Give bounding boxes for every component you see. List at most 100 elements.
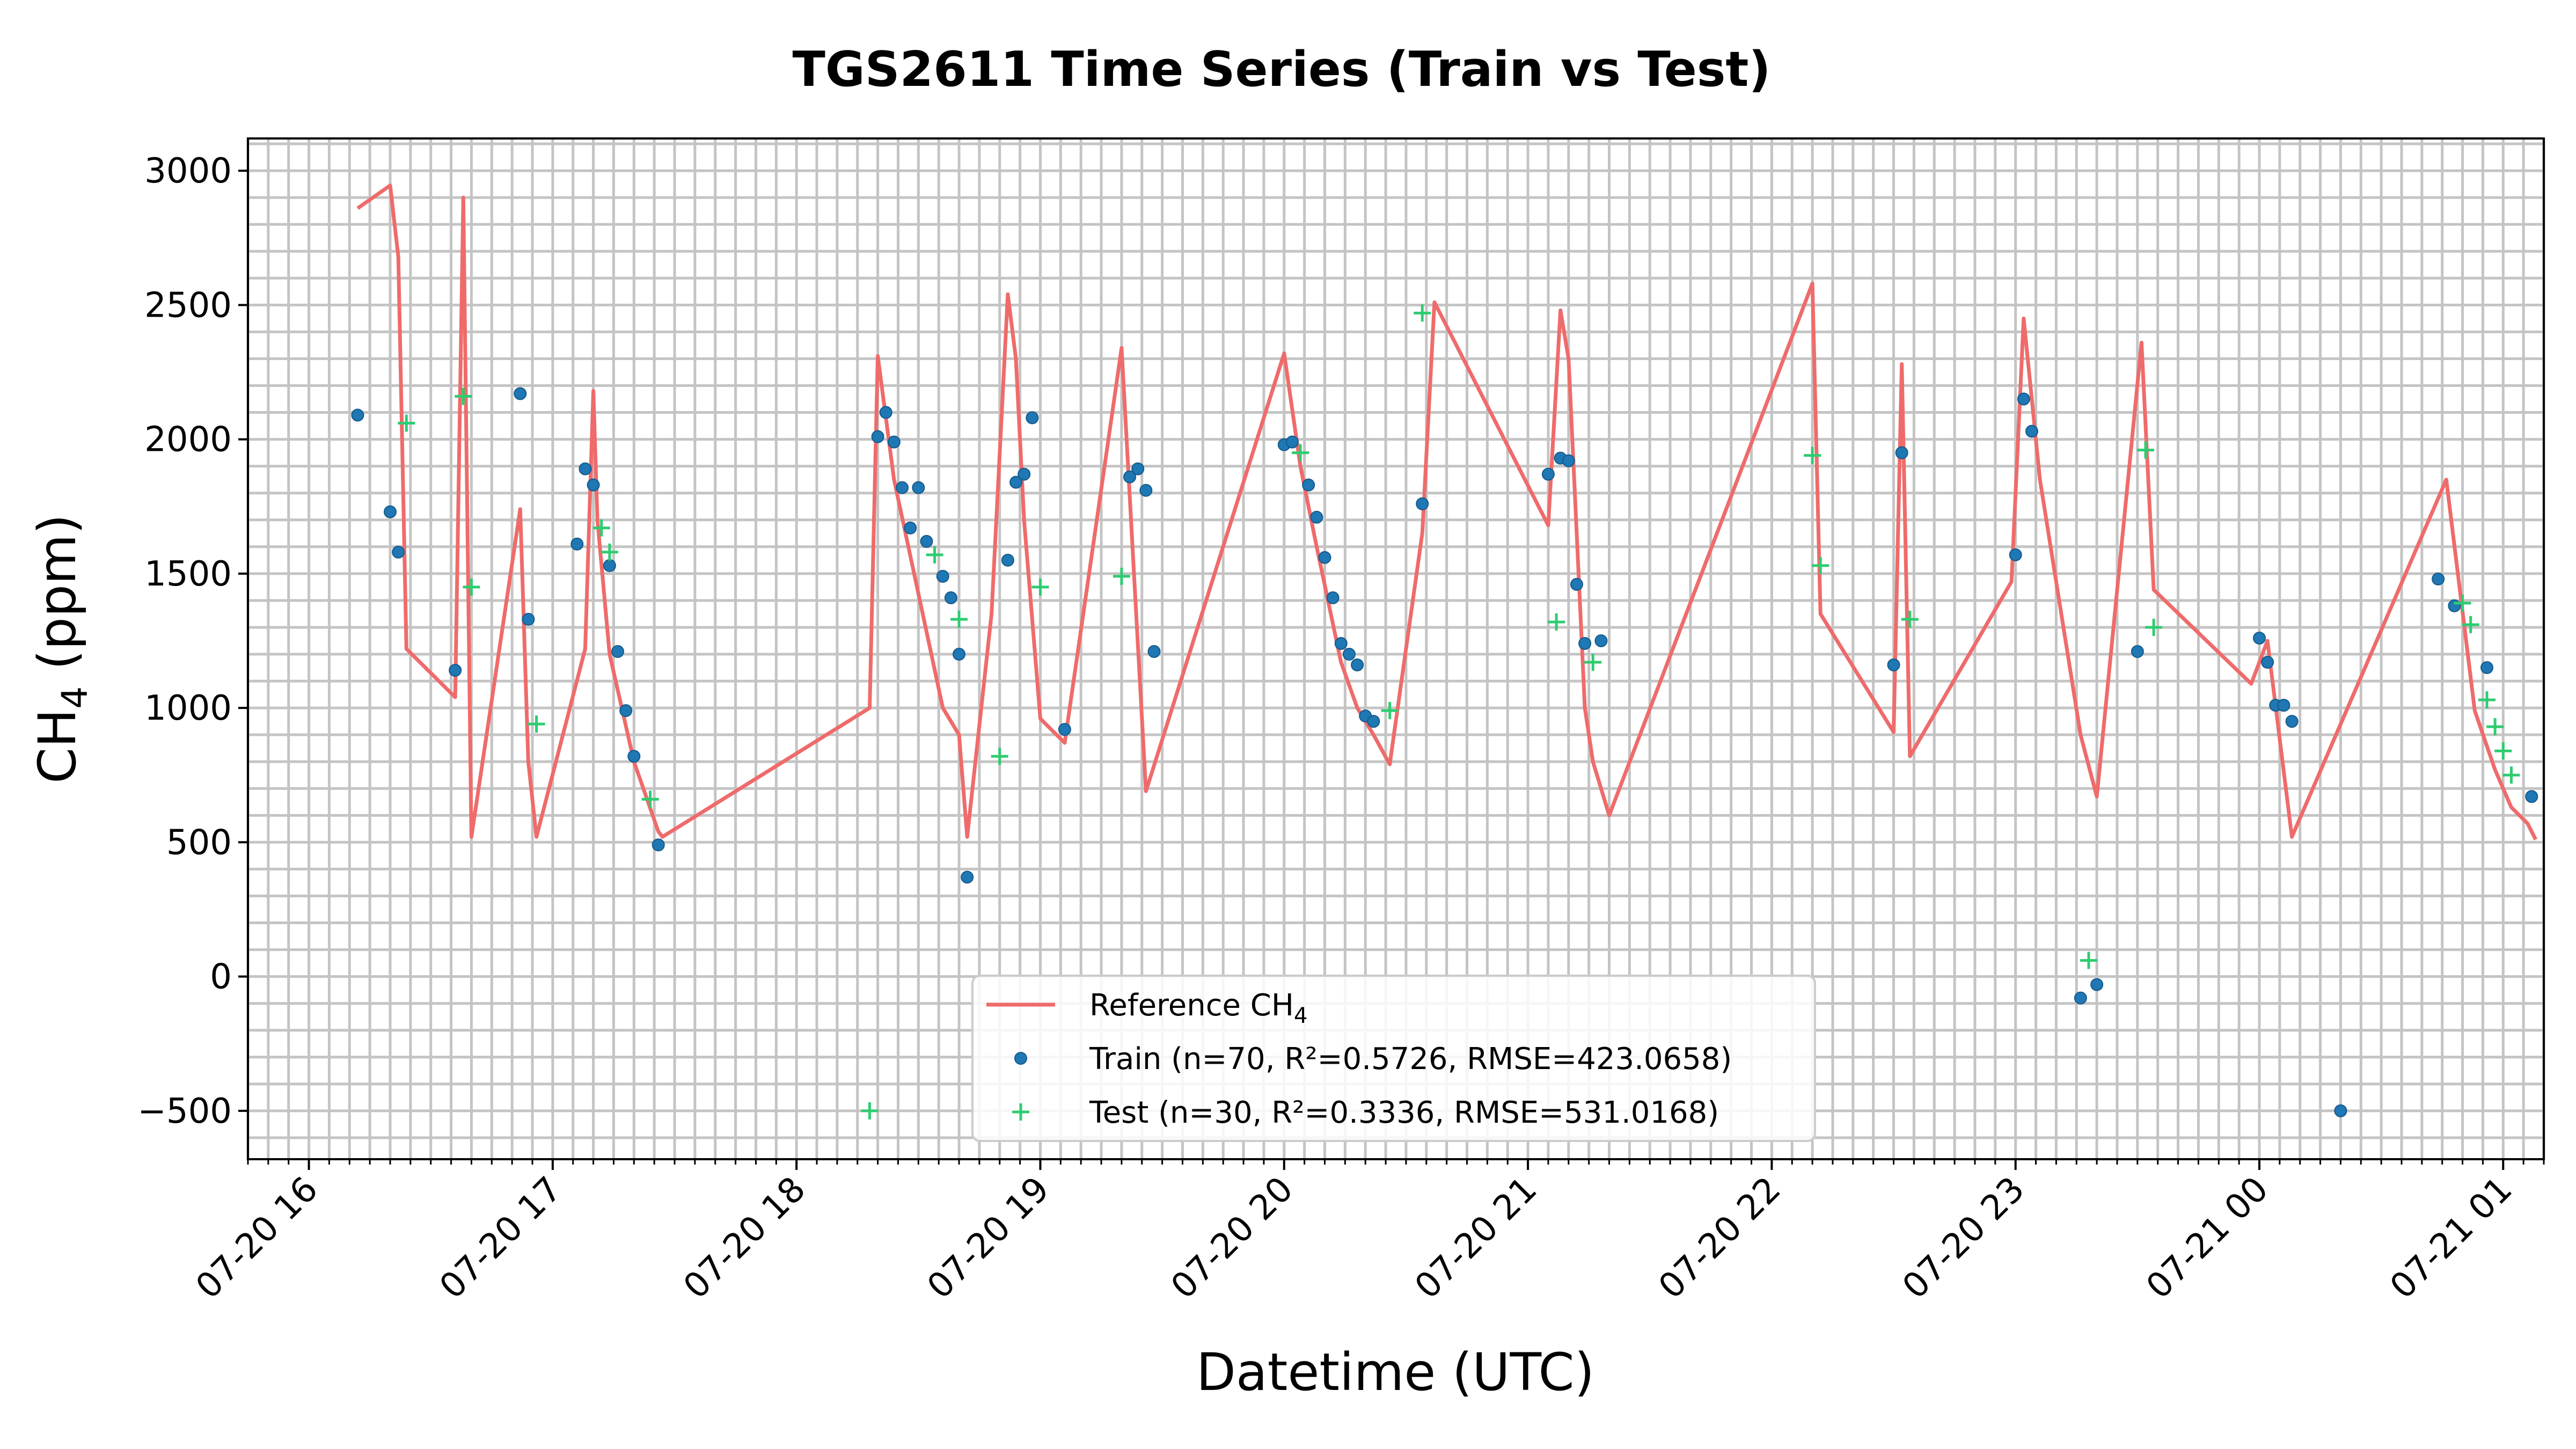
train-point bbox=[1001, 553, 1014, 567]
train-point bbox=[351, 408, 364, 422]
y-tick-label: 1500 bbox=[144, 554, 232, 594]
train-point bbox=[1594, 634, 1608, 647]
test-point bbox=[1584, 654, 1602, 671]
train-point bbox=[2277, 699, 2290, 712]
test-point bbox=[398, 414, 415, 432]
train-point bbox=[2480, 661, 2493, 675]
train-point bbox=[2025, 425, 2038, 438]
y-tick-label: 2500 bbox=[144, 286, 232, 325]
train-point bbox=[1895, 446, 1908, 459]
test-series bbox=[398, 304, 2520, 1119]
train-point bbox=[1018, 467, 1031, 481]
train-point bbox=[2090, 978, 2104, 991]
test-point bbox=[2454, 594, 2471, 612]
test-point bbox=[1381, 702, 1399, 720]
train-point bbox=[904, 521, 917, 535]
train-point bbox=[1578, 636, 1592, 650]
train-point bbox=[896, 481, 909, 494]
test-point bbox=[463, 578, 480, 596]
y-tick-label: 1000 bbox=[144, 689, 232, 728]
legend: Reference CH4 Train (n=70, R²=0.5726, RM… bbox=[971, 975, 1816, 1142]
train-series bbox=[351, 387, 2538, 1117]
train-point bbox=[2432, 572, 2445, 586]
train-point bbox=[603, 559, 616, 572]
test-point bbox=[528, 715, 545, 733]
train-point bbox=[2009, 548, 2022, 561]
train-point bbox=[920, 535, 933, 548]
test-point bbox=[2478, 691, 2496, 709]
test-point bbox=[2136, 441, 2154, 459]
train-point bbox=[2334, 1104, 2347, 1117]
train-point bbox=[587, 478, 600, 492]
train-point bbox=[1416, 497, 1429, 510]
test-point bbox=[926, 546, 943, 564]
y-axis-label-subscript: 4 bbox=[54, 686, 96, 709]
train-point bbox=[944, 591, 957, 604]
y-tick-label: 500 bbox=[166, 823, 232, 862]
train-point bbox=[936, 569, 949, 583]
legend-reference-label: Reference CH4 bbox=[1089, 988, 1307, 1028]
test-point bbox=[950, 610, 968, 628]
train-point bbox=[2525, 790, 2538, 803]
test-point bbox=[2494, 742, 2512, 760]
train-point bbox=[1367, 715, 1380, 728]
test-point bbox=[1292, 444, 1309, 462]
legend-train-label: Train (n=70, R²=0.5726, RMSE=423.0658) bbox=[1089, 1042, 1732, 1077]
test-point bbox=[1901, 610, 1919, 628]
train-point bbox=[514, 387, 527, 400]
train-point bbox=[1131, 462, 1145, 475]
train-point bbox=[611, 645, 625, 658]
test-point bbox=[455, 387, 472, 405]
test-point bbox=[861, 1102, 879, 1119]
legend-train-swatch bbox=[1014, 1052, 1027, 1065]
train-point bbox=[1318, 551, 1331, 564]
train-point bbox=[449, 664, 462, 677]
y-tick-label: −500 bbox=[137, 1092, 232, 1131]
train-point bbox=[1009, 475, 1023, 489]
train-point bbox=[2017, 392, 2030, 406]
test-point bbox=[2486, 718, 2504, 736]
train-point bbox=[652, 838, 665, 852]
train-point bbox=[627, 750, 641, 763]
y-axis-label-unit: (ppm) bbox=[27, 514, 87, 686]
test-point bbox=[991, 748, 1008, 765]
train-point bbox=[570, 537, 584, 551]
train-point bbox=[1342, 648, 1356, 661]
test-point bbox=[1812, 557, 1829, 574]
train-point bbox=[1302, 478, 1315, 492]
chart-title: TGS2611 Time Series (Train vs Test) bbox=[792, 41, 1770, 98]
train-point bbox=[961, 870, 974, 884]
train-point bbox=[2285, 715, 2299, 728]
legend-test-swatch bbox=[1012, 1103, 1029, 1121]
train-point bbox=[1058, 723, 1071, 736]
train-point bbox=[912, 481, 925, 494]
legend-box bbox=[971, 975, 1816, 1142]
train-point bbox=[953, 648, 966, 661]
train-point bbox=[619, 704, 633, 718]
train-point bbox=[579, 462, 592, 475]
train-point bbox=[1334, 636, 1348, 650]
y-tick-label: 2000 bbox=[144, 420, 232, 460]
train-point bbox=[2252, 631, 2266, 645]
train-point bbox=[1285, 435, 1299, 449]
test-point bbox=[601, 543, 618, 561]
test-point bbox=[1548, 613, 1565, 631]
train-point bbox=[2131, 645, 2144, 658]
test-point bbox=[1804, 447, 1821, 464]
train-point bbox=[1123, 470, 1137, 484]
train-point bbox=[1562, 454, 1575, 467]
train-point bbox=[2448, 599, 2461, 612]
train-point bbox=[1139, 484, 1153, 497]
test-point bbox=[1031, 578, 1049, 596]
test-point bbox=[641, 791, 659, 808]
test-point bbox=[2502, 766, 2520, 784]
y-tick-label: 0 bbox=[210, 957, 232, 997]
plot-frame bbox=[247, 137, 2545, 1160]
test-point bbox=[2462, 616, 2479, 633]
train-point bbox=[1147, 645, 1161, 658]
y-axis-ticks: −500 0 500 1000 1500 2000 2500 3000 bbox=[137, 151, 248, 1131]
test-point bbox=[2145, 618, 2163, 636]
train-point bbox=[2074, 991, 2087, 1005]
train-point bbox=[1310, 510, 1323, 524]
